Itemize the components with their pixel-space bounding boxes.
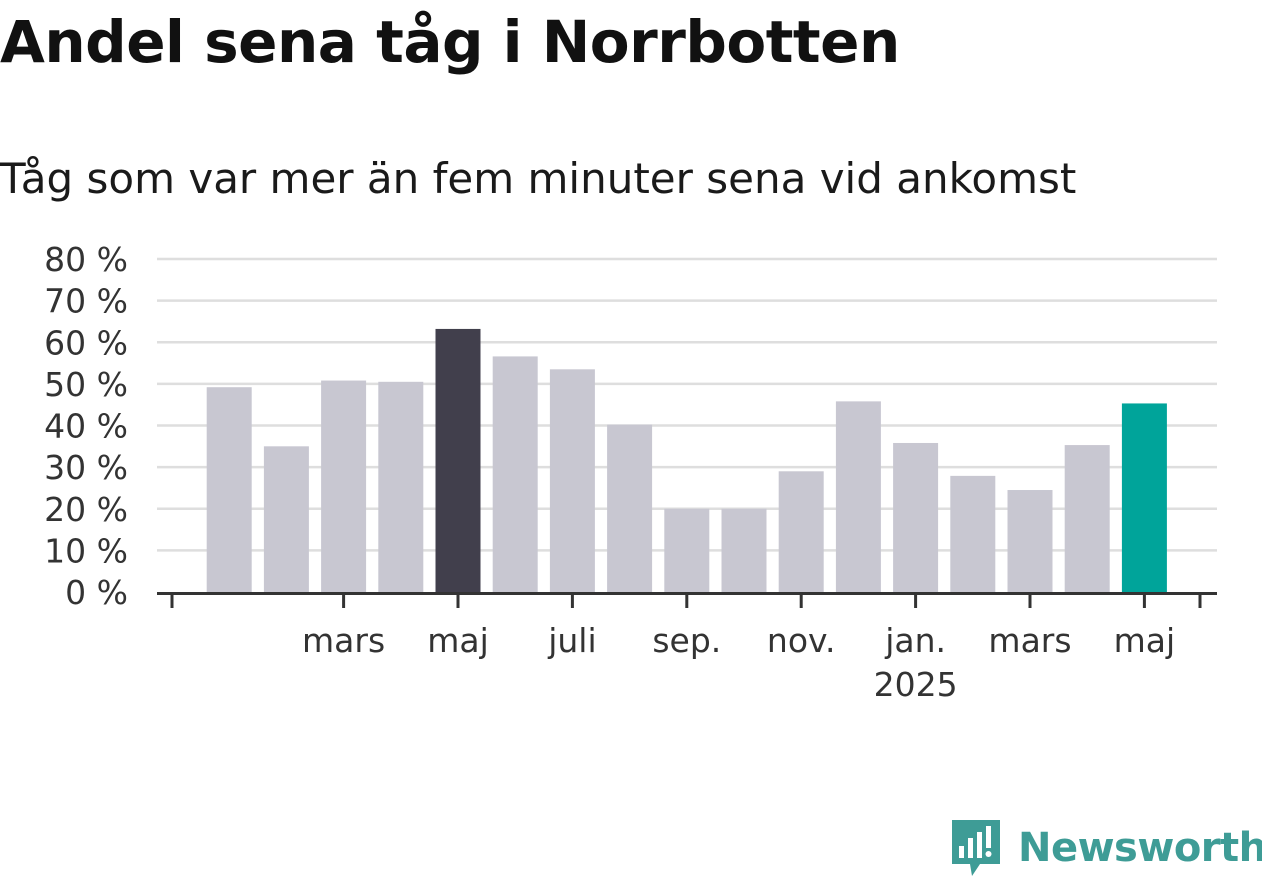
x-tick-label: juli — [547, 621, 596, 660]
bar — [1121, 403, 1167, 592]
x-tick-label: maj — [427, 621, 489, 660]
bar — [664, 508, 710, 592]
x-tick-sublabel: 2025 — [874, 665, 958, 704]
bar — [1064, 445, 1110, 592]
grid-lines — [157, 257, 1217, 552]
bar-chart-speech-bubble-icon — [952, 820, 1000, 876]
y-tick-label: 80 % — [44, 240, 128, 279]
y-tick-label: 30 % — [44, 448, 128, 487]
bar — [549, 369, 595, 592]
bar — [835, 401, 881, 592]
bars — [206, 328, 1167, 592]
x-tick-label: sep. — [652, 621, 721, 660]
bar — [321, 380, 367, 592]
y-tick-label: 40 % — [44, 407, 128, 446]
newsworthy-logo: Newsworthy — [950, 818, 1262, 878]
y-tick-label: 50 % — [44, 365, 128, 404]
bar — [778, 471, 824, 592]
x-tick-label: jan. — [884, 621, 946, 660]
x-tick-label: maj — [1114, 621, 1176, 660]
bar — [263, 446, 309, 592]
bar — [1007, 490, 1053, 592]
x-tick-label: mars — [302, 621, 385, 660]
chart-subtitle: Tåg som var mer än fem minuter sena vid … — [0, 154, 1077, 203]
x-tick-label: mars — [988, 621, 1071, 660]
chart-title: Andel sena tåg i Norrbotten — [0, 8, 900, 76]
y-tick-label: 0 % — [65, 573, 128, 612]
bar — [721, 508, 767, 592]
bar-chart: 0 %10 %20 %30 %40 %50 %60 %70 %80 % mars… — [44, 240, 1217, 704]
y-tick-label: 60 % — [44, 323, 128, 362]
bar — [893, 442, 939, 592]
brand-name: Newsworthy — [1018, 825, 1262, 871]
bar — [435, 328, 481, 592]
y-tick-label: 20 % — [44, 490, 128, 529]
bar — [206, 387, 252, 592]
bar — [378, 381, 424, 592]
y-tick-label: 70 % — [44, 282, 128, 321]
x-axis-tick-labels: mars maj juli sep. nov. jan. 2025 mars maj — [302, 621, 1175, 704]
bar — [492, 356, 538, 592]
x-axis — [157, 592, 1217, 608]
x-tick-label: nov. — [767, 621, 836, 660]
y-axis-tick-labels: 0 %10 %20 %30 %40 %50 %60 %70 %80 % — [44, 240, 128, 612]
y-tick-label: 10 % — [44, 531, 128, 570]
bar — [950, 475, 996, 592]
bar — [607, 424, 653, 592]
